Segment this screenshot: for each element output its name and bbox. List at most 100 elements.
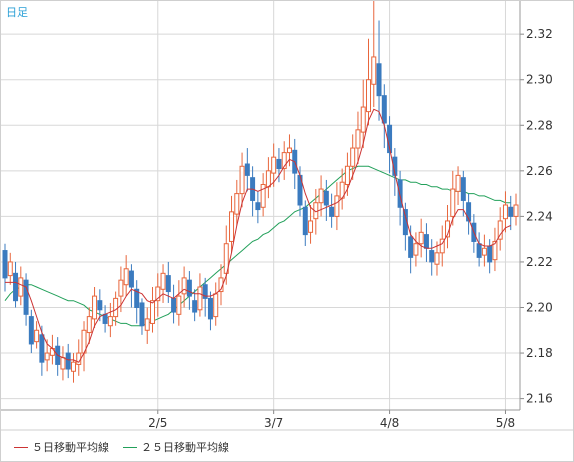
candle-body: [439, 238, 445, 254]
candle-body: [323, 190, 329, 206]
candle-body: [502, 204, 508, 220]
candle-body: [344, 165, 350, 185]
y-tick-label: 2.20: [526, 301, 553, 315]
candle-body: [265, 170, 271, 188]
candle-body: [202, 284, 208, 299]
candle-body: [44, 352, 50, 361]
candle-body: [476, 243, 482, 258]
candle-body: [18, 277, 24, 297]
candle-body: [408, 236, 414, 258]
candle-body: [181, 277, 187, 295]
candle-body: [255, 202, 261, 211]
candle-body: [371, 56, 377, 85]
candle-body: [176, 295, 182, 315]
candle-body: [508, 206, 514, 217]
candle-body: [13, 272, 19, 302]
candle-body: [334, 195, 340, 217]
candle-body: [276, 158, 282, 170]
candle-body: [423, 234, 429, 249]
candle-body: [39, 334, 45, 363]
candle-body: [360, 106, 366, 133]
candle-body: [455, 174, 461, 192]
candle-body: [434, 252, 440, 265]
legend-item-ma25: ２５日移動平均線: [123, 439, 229, 455]
candle-body: [329, 206, 335, 217]
candle-body: [481, 247, 487, 256]
y-tick-label: 2.28: [526, 118, 553, 132]
candle-body: [186, 279, 192, 297]
candle-body: [413, 243, 419, 256]
candle-body: [34, 329, 40, 343]
candle-body: [281, 152, 287, 170]
candle-body: [144, 318, 150, 331]
ma5-layer: [5, 108, 511, 363]
x-tick-label: 4/8: [380, 416, 399, 430]
candle-body: [92, 295, 98, 320]
ma5-line: [5, 108, 511, 363]
candle-body: [7, 261, 13, 277]
legend-label-ma25: ２５日移動平均線: [141, 441, 229, 454]
x-tick-label: 2/5: [148, 416, 167, 430]
candle-body: [139, 302, 145, 327]
candle-body: [239, 165, 245, 195]
y-tick-labels: 2.16 2.18 2.20 2.22 2.24 2.26 2.28 2.30 2.32: [526, 27, 553, 405]
candle-body: [165, 275, 171, 293]
candle-body: [308, 220, 314, 233]
y-tick-label: 2.22: [526, 255, 553, 269]
candle-body: [28, 316, 34, 345]
candle-body: [123, 268, 129, 286]
candle-body: [171, 297, 177, 313]
candle-body: [487, 245, 493, 263]
candle-body: [213, 293, 219, 318]
candle-layer: [2, 0, 519, 383]
candle-body: [86, 316, 92, 334]
legend-swatch-ma25: [123, 446, 137, 448]
candle-body: [192, 300, 198, 313]
candle-body: [381, 95, 387, 124]
candle-body: [418, 231, 424, 245]
y-tick-label: 2.24: [526, 209, 553, 223]
candle-body: [286, 147, 292, 154]
candle-body: [365, 79, 371, 113]
candle-body: [207, 297, 213, 320]
candle-body: [260, 184, 266, 208]
candle-body: [355, 129, 361, 149]
legend: ５日移動平均線 ２５日移動平均線: [14, 439, 243, 455]
candle-body: [70, 361, 76, 372]
candle-body: [2, 250, 8, 279]
candle-body: [65, 352, 71, 370]
candle-body: [229, 211, 235, 242]
candle-body: [60, 357, 66, 370]
candle-body: [376, 63, 382, 97]
candle-body: [302, 206, 308, 236]
y-tick-label: 2.18: [526, 346, 553, 360]
candle-body: [513, 204, 519, 217]
y-tick-label: 2.16: [526, 392, 553, 406]
candle-body: [23, 279, 29, 315]
y-tick-label: 2.26: [526, 164, 553, 178]
candle-body: [150, 300, 156, 324]
candle-body: [397, 179, 403, 208]
y-tick-label: 2.30: [526, 73, 553, 87]
x-tick-labels: 2/5 3/7 4/8 5/8: [148, 416, 515, 430]
y-tick-label: 2.32: [526, 27, 553, 41]
legend-item-ma5: ５日移動平均線: [14, 439, 109, 455]
legend-label-ma5: ５日移動平均線: [32, 441, 109, 454]
period-label: 日足: [6, 6, 28, 19]
candle-body: [271, 156, 277, 174]
candle-body: [97, 300, 103, 311]
candle-body: [450, 188, 456, 217]
candle-body: [244, 163, 250, 176]
candle-body: [466, 202, 472, 222]
candle-body: [234, 193, 240, 215]
candle-body: [350, 147, 356, 167]
candle-body: [318, 188, 324, 204]
x-tick-label: 3/7: [264, 416, 283, 430]
candle-body: [492, 240, 498, 261]
candle-body: [128, 270, 134, 288]
candle-body: [497, 220, 503, 240]
candle-body: [160, 272, 166, 290]
candle-body: [429, 250, 435, 263]
legend-swatch-ma5: [14, 446, 28, 448]
